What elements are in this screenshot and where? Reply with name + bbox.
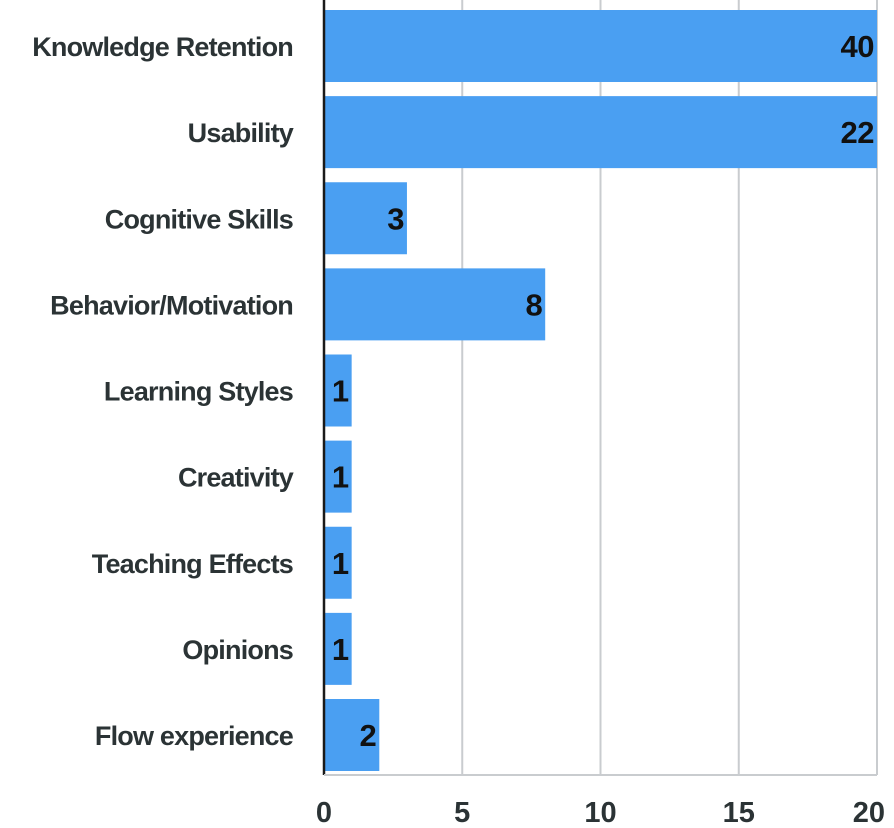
x-tick-label: 20 [853,797,885,828]
data-label: 1 [332,460,349,495]
data-label: 2 [360,718,377,753]
x-tick-labels: 0 5 10 15 20 [316,797,885,828]
bar-flow-experience [324,699,380,771]
category-label: Opinions [182,635,293,665]
data-label: 1 [332,374,349,409]
data-label: 1 [332,632,349,667]
x-tick-label: 5 [454,797,470,828]
bar-behavior-motivation [324,268,546,341]
bar-creativity [324,440,352,513]
category-label: Behavior/Motivation [50,290,293,320]
category-label: Learning Styles [104,377,293,407]
data-label: 40 [841,29,874,64]
bars [324,10,877,771]
category-label: Cognitive Skills [105,204,293,234]
data-label: 1 [332,546,349,581]
bar-cognitive-skills [324,182,407,255]
category-label: Knowledge Retention [32,32,293,62]
axes [322,0,877,776]
bar-usability [324,96,877,169]
category-label: Creativity [178,463,294,493]
category-label: Teaching Effects [92,549,293,579]
data-label: 3 [387,201,404,236]
category-label: Flow experience [95,721,294,751]
bar-learning-styles [324,354,352,427]
bar-opinions [324,612,352,685]
data-labels: 40 22 3 8 1 1 1 1 2 [332,29,875,753]
bar-teaching-effects [324,526,352,599]
category-label: Usability [188,118,294,148]
bar-knowledge-retention [324,10,877,82]
category-labels: Knowledge Retention Usability Cognitive Sk… [32,32,294,751]
x-tick-label: 0 [316,797,332,828]
data-label: 8 [525,287,542,322]
data-label: 22 [841,115,874,150]
x-tick-label: 15 [723,797,755,828]
x-tick-label: 10 [584,797,616,828]
